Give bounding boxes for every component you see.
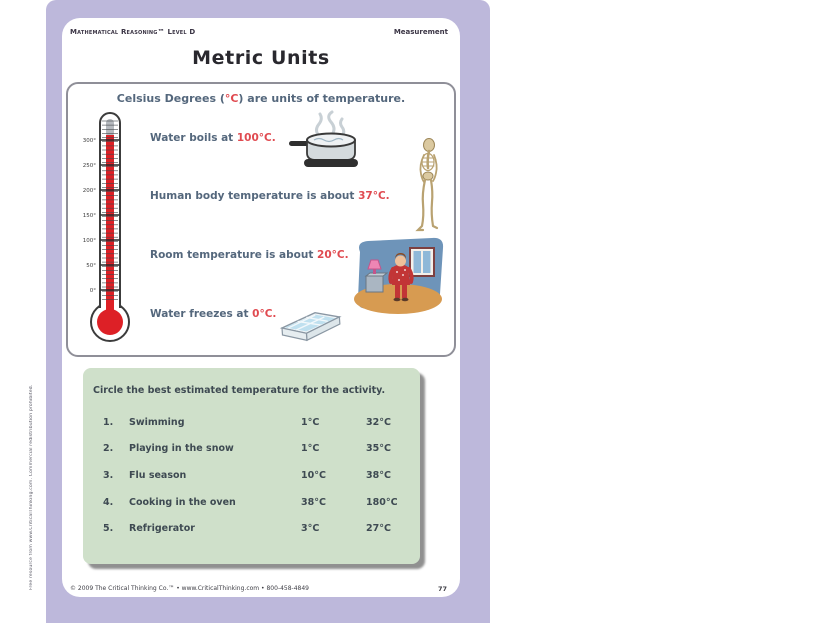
book-title: Mathematical Reasoning™ Level D xyxy=(70,28,196,36)
fact-post: . xyxy=(271,132,276,144)
exercise-row: 5. Refrigerator 3°C 27°C xyxy=(83,523,420,537)
row-activity: Refrigerator xyxy=(129,523,195,534)
exercise-row: 2. Playing in the snow 1°C 35°C xyxy=(83,443,420,457)
temp-option-1[interactable]: 10°C xyxy=(301,470,326,481)
ice-tray-icon xyxy=(279,311,342,342)
row-activity: Flu season xyxy=(129,470,187,481)
exercise-row: 4. Cooking in the oven 38°C 180°C xyxy=(83,497,420,511)
info-box: Celsius Degrees (°C) are units of temper… xyxy=(66,82,456,357)
row-number: 4. xyxy=(103,497,114,508)
heading-post: ) are units of temperature. xyxy=(238,92,406,105)
worksheet-sheet: Mathematical Reasoning™ Level D Measurem… xyxy=(62,18,460,597)
chapter-label: Measurement xyxy=(393,28,448,36)
heading-pre: Celsius Degrees ( xyxy=(116,92,225,105)
fact-post: . xyxy=(272,308,277,320)
scale-label-200: 200° xyxy=(83,188,96,194)
thermometer-icon: 300° 250° 200° 150° 100° 50° 0° xyxy=(83,112,130,342)
fact-post: . xyxy=(385,190,390,202)
fact-text: Water boils at xyxy=(150,132,237,144)
fact-room-temp: Room temperature is about 20°C. xyxy=(150,249,349,261)
fact-body-temp: Human body temperature is about 37°C. xyxy=(150,190,390,202)
heading-highlight: °C xyxy=(224,92,239,105)
exercise-prompt: Circle the best estimated temperature fo… xyxy=(93,385,386,396)
page-title: Metric Units xyxy=(192,47,330,69)
lamp-icon xyxy=(367,259,382,274)
fact-text: Water freezes at xyxy=(150,308,253,320)
fact-water-freezes: Water freezes at 0°C. xyxy=(150,308,276,320)
room-scene-icon xyxy=(354,237,444,314)
copyright-line: © 2009 The Critical Thinking Co.™ • www.… xyxy=(70,585,309,592)
skeleton-icon xyxy=(415,138,439,232)
temp-option-2[interactable]: 180°C xyxy=(366,497,398,508)
fact-text: Human body temperature is about xyxy=(150,190,359,202)
exercise-box: Circle the best estimated temperature fo… xyxy=(83,368,420,564)
fact-water-boils: Water boils at 100°C. xyxy=(150,132,276,144)
scale-label-250: 250° xyxy=(83,163,96,169)
info-heading: Celsius Degrees (°C) are units of temper… xyxy=(68,92,454,105)
temp-option-1[interactable]: 38°C xyxy=(301,497,326,508)
row-activity: Playing in the snow xyxy=(129,443,234,454)
temp-option-1[interactable]: 1°C xyxy=(301,417,320,428)
row-activity: Swimming xyxy=(129,417,185,428)
fact-temp: 37°C xyxy=(358,190,386,202)
fact-temp: 100°C xyxy=(236,132,272,144)
fact-post: . xyxy=(344,249,349,261)
boiling-pot-icon xyxy=(289,110,358,167)
fact-text: Room temperature is about xyxy=(150,249,318,261)
scale-label-150: 150° xyxy=(83,213,96,219)
person-icon xyxy=(388,253,414,302)
row-number: 2. xyxy=(103,443,114,454)
temp-option-2[interactable]: 35°C xyxy=(366,443,391,454)
temp-option-1[interactable]: 1°C xyxy=(301,443,320,454)
scale-label-100: 100° xyxy=(83,238,96,244)
scale-label-50: 50° xyxy=(86,263,96,269)
page-number: 77 xyxy=(437,585,447,593)
scale-label-300: 300° xyxy=(83,138,96,144)
nightstand-icon xyxy=(364,272,389,293)
temp-option-2[interactable]: 27°C xyxy=(366,523,391,534)
exercise-row: 1. Swimming 1°C 32°C xyxy=(83,417,420,431)
row-activity: Cooking in the oven xyxy=(129,497,236,508)
exercise-row: 3. Flu season 10°C 38°C xyxy=(83,470,420,484)
temp-option-1[interactable]: 3°C xyxy=(301,523,320,534)
temp-option-2[interactable]: 38°C xyxy=(366,470,391,481)
scale-label-0: 0° xyxy=(90,288,96,294)
fact-temp: 0°C xyxy=(252,308,273,320)
temp-option-2[interactable]: 32°C xyxy=(366,417,391,428)
fact-temp: 20°C xyxy=(317,249,345,261)
row-number: 1. xyxy=(103,417,114,428)
thermometer-ticks xyxy=(100,120,120,300)
row-number: 3. xyxy=(103,470,114,481)
window-icon xyxy=(409,247,435,277)
row-number: 5. xyxy=(103,523,114,534)
sidebar-watermark: Free resource from www.CriticalThinking.… xyxy=(29,384,34,590)
